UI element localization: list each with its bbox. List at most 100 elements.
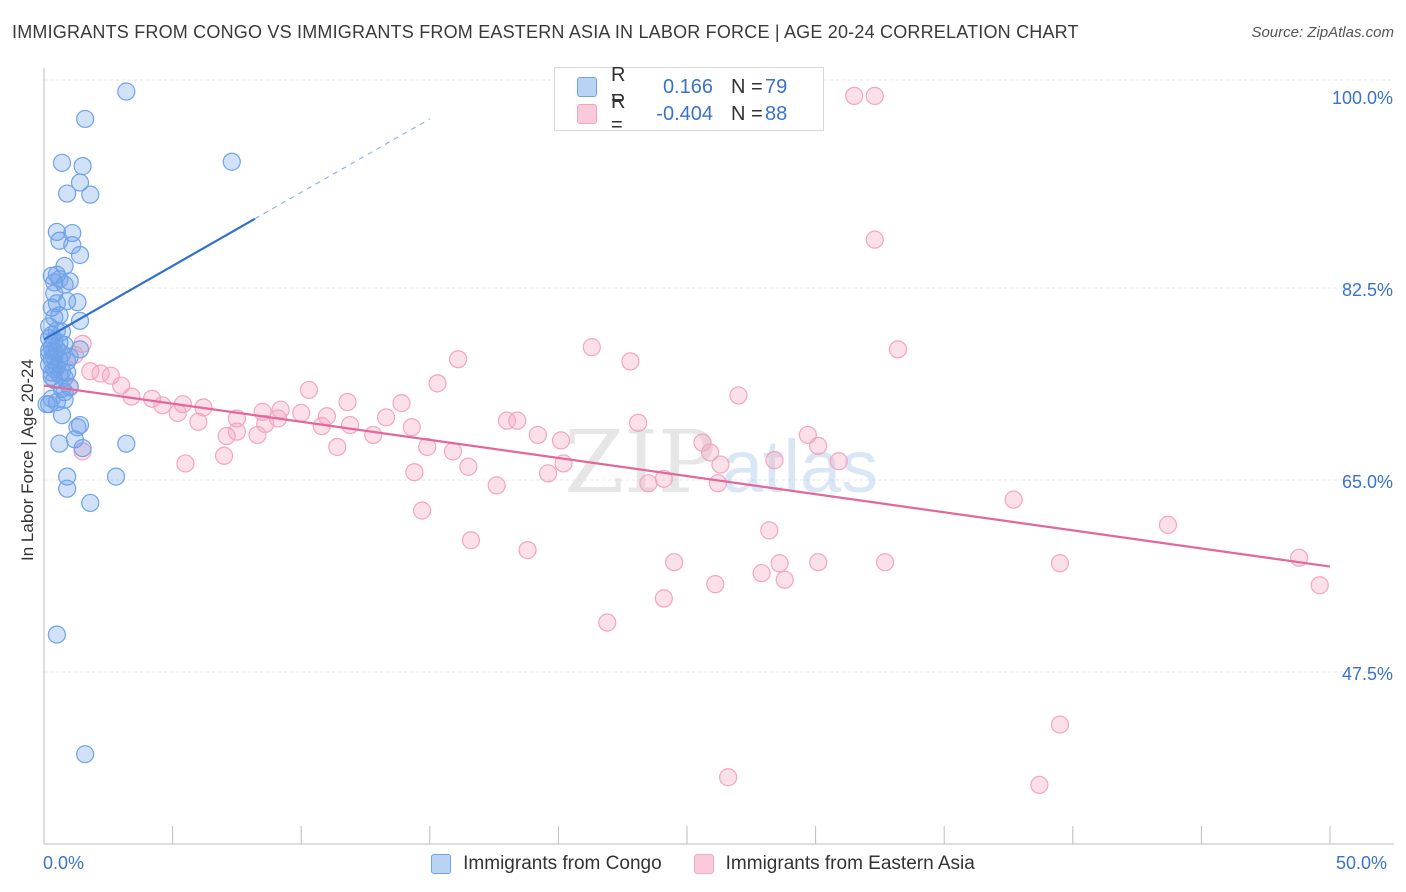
source-label: Source: ZipAtlas.com [1251, 24, 1394, 41]
y-tick-label: 100.0% [1332, 88, 1393, 108]
r-label: R = [611, 91, 626, 136]
asia-point [248, 425, 267, 445]
congo-point [73, 438, 92, 458]
asia-point [412, 501, 432, 520]
asia-point [665, 553, 684, 572]
n-value: 79 [765, 75, 788, 98]
asia-point [1004, 490, 1023, 509]
asia-point [875, 553, 895, 572]
congo-point [81, 185, 100, 204]
stats-legend-row-asia: R = -0.404 N = 88 [577, 91, 788, 136]
asia-point [760, 521, 779, 540]
legend-item-asia: Immigrants from Eastern Asia [693, 853, 975, 875]
asia-point [706, 575, 725, 594]
asia-point [1310, 576, 1329, 595]
asia-point [639, 474, 658, 493]
asia-point [729, 386, 748, 405]
asia-point [518, 541, 537, 560]
asia-point [91, 364, 110, 383]
congo-point [40, 341, 59, 360]
y-tick-labels: 47.5% 65.0% 82.5% 100.0% [1332, 88, 1393, 684]
congo-trend-extension [254, 118, 431, 220]
asia-point [654, 469, 673, 488]
y-tick-label: 65.0% [1342, 472, 1393, 492]
r-value: -0.404 [656, 102, 713, 125]
asia-point [708, 474, 727, 493]
congo-point [106, 467, 126, 486]
trend-lines [43, 118, 1331, 568]
asia-point [428, 374, 447, 393]
asia-point [551, 431, 571, 450]
asia-point [497, 411, 517, 430]
congo-point [70, 340, 90, 359]
asia-point [809, 553, 828, 572]
asia-point [448, 350, 468, 369]
congo-point [117, 82, 136, 101]
legend-label-asia: Immigrants from Eastern Asia [725, 853, 975, 874]
n-label: N = [731, 102, 763, 125]
asia-point [654, 589, 673, 608]
congo-point [68, 293, 87, 312]
r-value: 0.166 [662, 75, 713, 98]
asia-point [176, 454, 195, 473]
asia-point [865, 86, 884, 106]
congo-point [76, 745, 95, 764]
asia-point [711, 455, 730, 474]
asia-point [459, 457, 478, 476]
asia-legend-swatch [693, 854, 714, 874]
asia-point [693, 433, 712, 452]
asia-point [168, 403, 187, 423]
asia-point [443, 442, 463, 461]
asia-point [528, 425, 547, 445]
congo-point [50, 434, 69, 453]
asia-point [765, 451, 784, 470]
asia-point [487, 476, 506, 495]
congo-point [117, 434, 136, 453]
asia-point [376, 408, 396, 427]
r-label: R = [611, 64, 626, 109]
watermark: ZIP atlas [564, 413, 878, 513]
congo-swatch [577, 77, 597, 97]
asia-point [508, 411, 527, 430]
asia-point [752, 564, 771, 583]
asia-point [364, 425, 383, 445]
asia-point [227, 422, 246, 441]
asia-point [1050, 715, 1070, 734]
legend-label-congo: Immigrants from Congo [463, 853, 662, 874]
y-tick-label: 82.5% [1342, 280, 1393, 300]
asia-point [338, 392, 357, 412]
asia-point [153, 396, 172, 415]
asia-point [845, 86, 864, 106]
x-tick-label-max: 50.0% [1336, 853, 1388, 873]
n-value: 88 [765, 102, 788, 125]
congo-point [63, 236, 82, 255]
asia-point [770, 554, 789, 573]
congo-point [52, 153, 72, 172]
asia-point [189, 412, 208, 431]
asia-point [719, 768, 738, 787]
asia-point [582, 338, 601, 357]
series-legend: Immigrants from Congo Immigrants from Ea… [0, 852, 1406, 876]
asia-point [701, 443, 720, 462]
congo-point [42, 367, 61, 386]
asia-point [405, 463, 424, 482]
congo-point [70, 173, 90, 192]
asia-point [865, 230, 884, 249]
congo-point [222, 152, 241, 171]
congo-legend-swatch [431, 854, 452, 874]
asia-point [299, 380, 319, 400]
asia-point [217, 426, 236, 446]
asia-trend-line [43, 384, 1331, 568]
asia-swatch [577, 104, 597, 124]
asia-point [1030, 775, 1049, 795]
congo-point [76, 109, 95, 129]
asia-point [392, 394, 411, 413]
asia-point [621, 352, 640, 371]
congo-point [58, 479, 77, 498]
congo-point [70, 415, 90, 435]
asia-point [402, 418, 421, 437]
asia-point [292, 403, 311, 423]
asia-point [829, 452, 848, 471]
asia-point [1050, 554, 1070, 573]
